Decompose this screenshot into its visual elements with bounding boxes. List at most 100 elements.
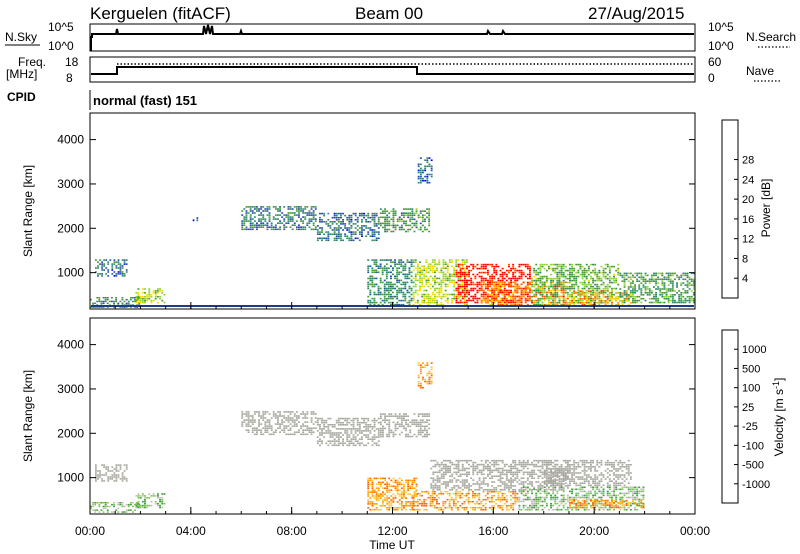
- velocity-cell-7: [375, 507, 378, 509]
- power-cell-4: [245, 228, 248, 231]
- power-cell-6: [419, 212, 422, 214]
- power-cell-9: [451, 301, 453, 304]
- power-cell-9: [412, 295, 415, 298]
- velocity-cell-3: [287, 421, 290, 423]
- power-cell-1: [123, 261, 126, 263]
- power-cell-1: [109, 259, 112, 261]
- power-cell-10: [455, 299, 458, 302]
- velocity-cell-8: [510, 483, 512, 485]
- velocity-cell-3: [253, 419, 256, 421]
- power-cell-14: [634, 290, 636, 292]
- power-cell-10: [457, 301, 460, 304]
- power-cell-10: [512, 265, 515, 268]
- velocity-cell-4: [365, 424, 368, 426]
- power-cell-6: [400, 220, 403, 223]
- power-cell-12: [535, 283, 538, 286]
- power-cell-6: [424, 226, 426, 229]
- velocity-cell-7: [386, 507, 389, 509]
- velocity-cell-8: [545, 475, 548, 477]
- power-cell-5: [377, 227, 380, 229]
- power-cell-4: [243, 208, 246, 210]
- power-cell-5: [319, 219, 321, 221]
- velocity-cell-4: [337, 434, 340, 436]
- velocity-cell-8: [562, 477, 565, 479]
- power-cell-13: [577, 290, 580, 292]
- velocity-cell-8: [526, 479, 529, 481]
- velocity-cell-8: [474, 489, 477, 491]
- power-cell-4: [247, 228, 250, 231]
- power-cell-9: [423, 295, 426, 298]
- power-cell-9: [444, 285, 447, 288]
- velocity-cell-7: [371, 505, 374, 507]
- power-cell-13: [587, 292, 590, 294]
- velocity-cell-2: [144, 504, 146, 507]
- power-cell-10: [493, 299, 496, 302]
- power-cell-13: [617, 302, 620, 304]
- power-cell-4: [274, 218, 277, 220]
- power-cell-14: [676, 276, 678, 279]
- velocity-cell-4: [329, 442, 332, 445]
- velocity-cell-1: [117, 476, 120, 478]
- power-cell-8: [396, 263, 399, 265]
- velocity-cell-8: [474, 461, 477, 464]
- power-cell-5: [331, 216, 334, 219]
- power-cell-12: [558, 277, 561, 280]
- velocity-cell-1: [117, 464, 120, 466]
- velocity-cell-8: [529, 473, 531, 476]
- power-cell-10: [459, 263, 462, 266]
- power-cell-9: [423, 273, 426, 276]
- power-cell-12: [590, 297, 592, 300]
- power-cell-5: [348, 223, 351, 225]
- velocity-cell-0: [117, 502, 120, 504]
- power-cell-10: [468, 291, 470, 294]
- velocity-cell-3: [274, 415, 277, 417]
- power-cell-12: [602, 273, 605, 276]
- power-cell-9: [429, 269, 432, 272]
- power-cell-12: [577, 291, 580, 294]
- power-cell-9: [434, 287, 436, 290]
- power-cell-6: [424, 220, 426, 223]
- power-cell-8: [398, 281, 401, 284]
- power-cell-4: [302, 216, 305, 218]
- velocity-cell-8: [545, 477, 548, 479]
- power-cell-14: [690, 284, 693, 286]
- power-cell-11: [493, 301, 496, 304]
- velocity-cell-4: [350, 430, 353, 432]
- power-cell-11: [518, 285, 521, 288]
- power-cell-9: [440, 283, 443, 286]
- velocity-cell-7: [384, 487, 386, 489]
- power-cell-10: [455, 301, 458, 304]
- power-cell-9: [427, 301, 430, 304]
- velocity-cell-8: [447, 483, 449, 485]
- power-cell-10: [459, 271, 462, 274]
- velocity-cell-4: [340, 417, 342, 420]
- velocity-cell-7: [405, 491, 407, 493]
- power-cell-11: [491, 295, 494, 298]
- power-cell-9: [442, 273, 445, 276]
- velocity-cell-4: [365, 421, 368, 424]
- power-cell-9: [448, 277, 451, 280]
- power-cell-10: [524, 275, 527, 278]
- power-cell-12: [550, 283, 552, 286]
- power-cell-10: [510, 291, 512, 294]
- power-cell-12: [556, 281, 559, 284]
- power-cell-10: [524, 263, 527, 266]
- velocity-cell-7: [411, 487, 414, 489]
- power-cell-2: [150, 301, 153, 304]
- velocity-cell-0: [94, 509, 97, 511]
- power-cell-10: [526, 299, 529, 302]
- power-cell-8: [369, 301, 372, 304]
- power-cell-2: [154, 297, 157, 300]
- power-cell-10: [474, 275, 477, 278]
- power-cell-10: [495, 263, 498, 266]
- power-cell-4: [291, 224, 294, 226]
- power-cell-9: [446, 297, 449, 300]
- velocity-cell-2: [161, 506, 164, 509]
- velocity-cell-3: [310, 413, 313, 415]
- velocity-cell-8: [461, 481, 464, 483]
- power-cell-11: [493, 293, 496, 296]
- velocity-cell-8: [510, 467, 512, 470]
- velocity-cell-8: [468, 489, 470, 491]
- power-cell-1: [107, 269, 110, 271]
- freq-label-2: [MHz]: [6, 67, 37, 81]
